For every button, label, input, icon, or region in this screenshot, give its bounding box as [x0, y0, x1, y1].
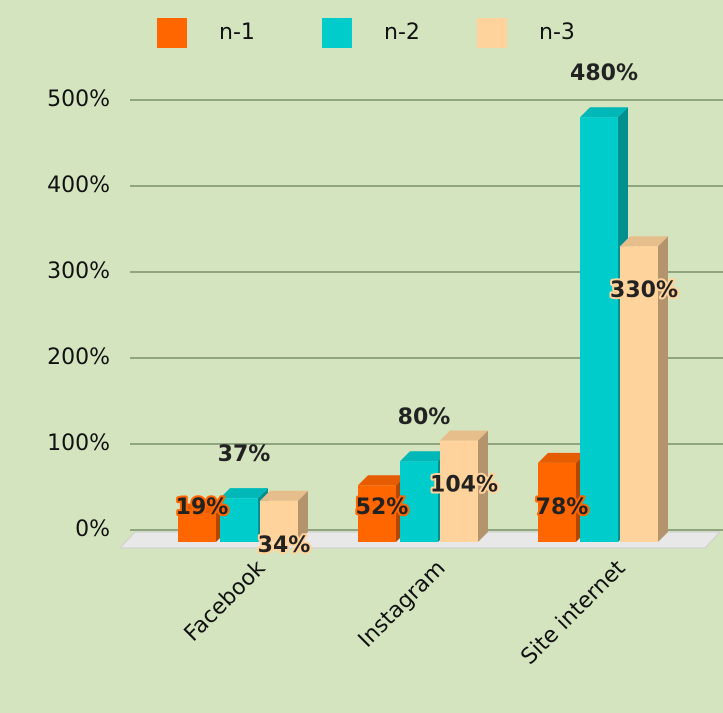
value-label: 80% [398, 405, 451, 430]
bar-top [220, 488, 268, 499]
bar-top [620, 236, 668, 247]
legend-swatch [322, 18, 352, 48]
bar-front [358, 485, 396, 542]
y-tick-label: 100% [47, 431, 110, 456]
bar-side [478, 430, 488, 542]
bar-front [220, 498, 258, 542]
value-label: 104% [430, 473, 498, 498]
bar-front [400, 461, 438, 542]
value-label: 480% [570, 61, 638, 86]
bar [580, 107, 628, 542]
value-label: 52% [356, 495, 409, 520]
y-tick-label: 500% [47, 87, 110, 112]
y-tick-label: 400% [47, 173, 110, 198]
value-label: 19% [176, 495, 229, 520]
x-tick-label: Facebook [180, 556, 271, 647]
y-tick-label: 200% [47, 345, 110, 370]
bar-front [538, 462, 576, 542]
bar [620, 236, 668, 542]
bar-front [178, 513, 216, 542]
legend-label: n-1 [219, 20, 255, 45]
bar-front [580, 117, 618, 542]
bar [440, 430, 488, 542]
value-label: 37% [218, 442, 271, 467]
bar-top [538, 452, 586, 463]
bar-front [260, 500, 298, 542]
value-label: 34% [258, 533, 311, 558]
bar-top [400, 451, 448, 462]
x-tick-label: Instagram [354, 556, 451, 653]
value-label: 330% [610, 278, 678, 303]
legend-swatch [477, 18, 507, 48]
bar-top [178, 503, 226, 514]
bar-side [298, 490, 308, 542]
bar-top [260, 490, 308, 501]
value-label: 78% [536, 495, 589, 520]
legend-label: n-2 [384, 20, 420, 45]
y-tick-label: 300% [47, 259, 110, 284]
bar-front [440, 440, 478, 542]
x-tick-label: Site internet [516, 556, 630, 670]
bar-side [658, 236, 668, 542]
bar-top [358, 475, 406, 486]
bar-top [440, 430, 488, 441]
legend-label: n-3 [539, 20, 575, 45]
bar-front [620, 246, 658, 542]
y-tick-label: 0% [75, 517, 110, 542]
legend-swatch [157, 18, 187, 48]
bar-top [580, 107, 628, 118]
bar [260, 490, 308, 542]
